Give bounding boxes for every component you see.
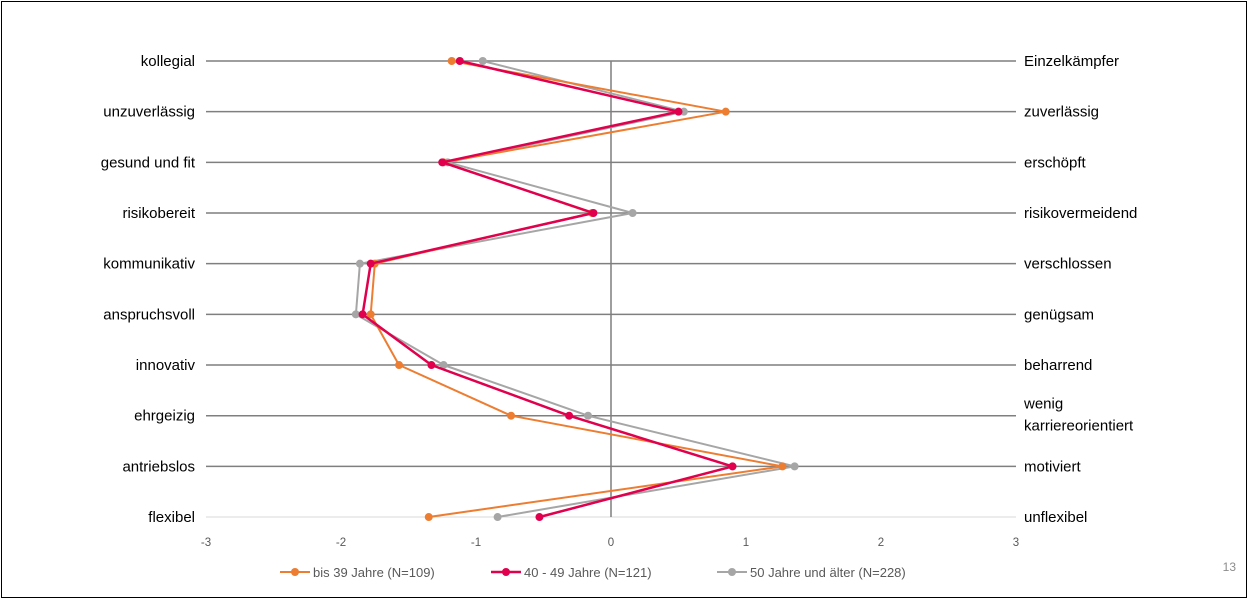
x-tick-labels: -3 -2 -1 0 1 2 3 — [201, 537, 1019, 549]
series-0 — [366, 57, 787, 522]
data-point — [674, 107, 683, 116]
right-label: beharrend — [1024, 357, 1092, 374]
data-point — [351, 310, 360, 319]
left-label: risikobereit — [122, 205, 195, 222]
data-point — [358, 310, 367, 319]
page-number: 13 — [1222, 560, 1236, 574]
legend-item: 40 - 49 Jahre (N=121) — [491, 565, 652, 580]
left-label: kollegial — [141, 53, 195, 70]
data-point — [493, 513, 502, 522]
x-tick-label: 3 — [1013, 537, 1019, 549]
data-point — [439, 361, 448, 370]
x-tick-label: -3 — [201, 537, 211, 549]
data-point — [584, 411, 593, 420]
data-point — [355, 259, 364, 268]
series-1 — [358, 57, 737, 522]
left-label: antriebslos — [122, 458, 195, 475]
x-tick-label: 1 — [743, 537, 749, 549]
legend: bis 39 Jahre (N=109) 40 - 49 Jahre (N=121… — [280, 565, 906, 580]
data-point — [790, 462, 799, 471]
right-label: motiviert — [1024, 458, 1082, 475]
right-label: zuverlässig — [1024, 104, 1099, 121]
right-label: unflexibel — [1024, 509, 1087, 526]
x-tick-label: 2 — [878, 537, 884, 549]
data-point — [589, 209, 598, 218]
data-point — [535, 513, 544, 522]
data-point — [427, 361, 436, 370]
x-tick-label: -1 — [471, 537, 481, 549]
right-label: wenig karriereorientiert — [1023, 396, 1134, 435]
data-point — [455, 57, 464, 65]
left-label: gesund und fit — [101, 154, 196, 171]
data-point — [565, 411, 574, 420]
data-point — [721, 107, 730, 116]
data-point — [447, 57, 456, 65]
legend-marker — [728, 568, 736, 576]
data-point — [366, 310, 375, 319]
right-label: Einzelkämpfer — [1024, 53, 1119, 70]
right-label: verschlossen — [1024, 256, 1112, 273]
legend-marker — [291, 568, 299, 576]
series-line — [354, 60, 796, 518]
legend-label: 50 Jahre und älter (N=228) — [750, 565, 906, 580]
series-2 — [351, 57, 799, 522]
data-point — [438, 158, 447, 167]
series-layer — [351, 57, 799, 522]
right-labels: Einzelkämpfer zuverlässig erschöpft risikov… — [1023, 53, 1137, 526]
data-point — [478, 57, 487, 65]
legend-item: 50 Jahre und älter (N=228) — [717, 565, 906, 580]
left-label: kommunikativ — [103, 256, 195, 273]
data-point — [424, 513, 433, 522]
left-label: ehrgeizig — [134, 408, 195, 425]
legend-item: bis 39 Jahre (N=109) — [280, 565, 435, 580]
left-label: flexibel — [148, 509, 195, 526]
right-label: erschöpft — [1024, 154, 1087, 171]
legend-label: bis 39 Jahre (N=109) — [313, 565, 435, 580]
data-point — [395, 361, 404, 370]
legend-marker — [502, 568, 510, 576]
right-label: risikovermeidend — [1024, 205, 1137, 222]
data-point — [778, 462, 787, 471]
series-line — [361, 59, 734, 519]
x-tick-label: -2 — [336, 537, 346, 549]
data-point — [366, 259, 375, 268]
left-label: innovativ — [136, 357, 196, 374]
data-point — [728, 462, 737, 471]
data-point — [628, 209, 637, 218]
left-labels: kollegial unzuverlässig gesund und fit risi… — [101, 53, 196, 526]
right-label: genügsam — [1024, 306, 1094, 323]
data-point — [507, 411, 516, 420]
legend-label: 40 - 49 Jahre (N=121) — [524, 565, 652, 580]
x-tick-label: 0 — [608, 537, 614, 549]
left-label: unzuverlässig — [103, 104, 195, 121]
left-label: anspruchsvoll — [103, 306, 195, 323]
